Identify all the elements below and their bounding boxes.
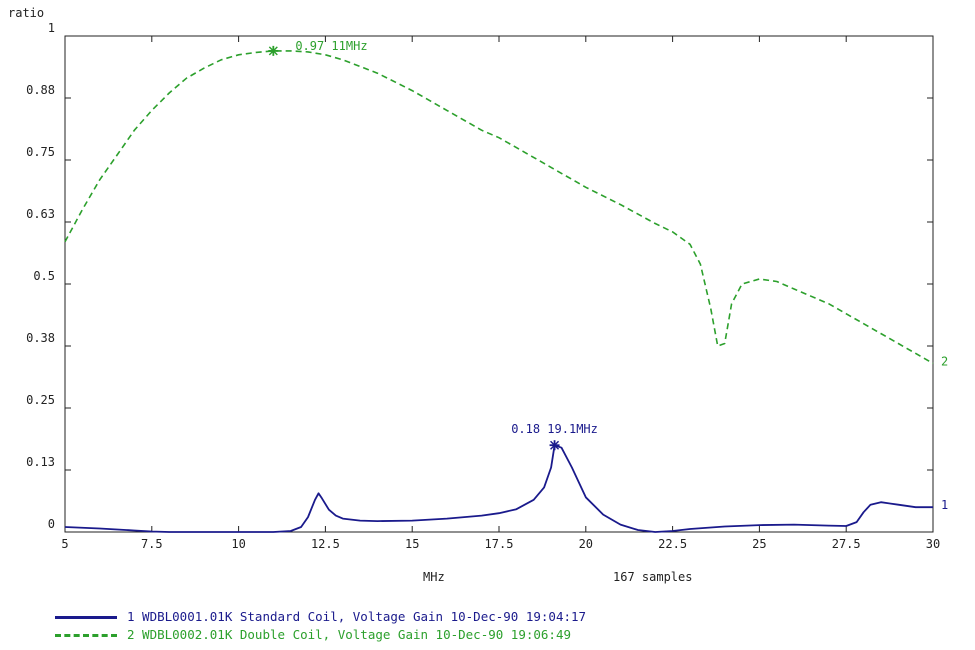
series-layer: 0.18 19.1MHz 1 0.97 11MHz 2	[64, 39, 948, 533]
y-tick-label: 0.63	[26, 207, 55, 221]
sample-count-note: 167 samples	[613, 570, 692, 584]
legend-entry-2: 2 WDBL0002.01K Double Coil, Voltage Gain…	[55, 626, 586, 644]
x-tick-label: 7.5	[141, 537, 163, 551]
y-tick-label: 1	[48, 21, 55, 35]
legend-swatch-1	[55, 615, 117, 619]
x-axis-ticks: 5 7.5 10 12.5 15 17.5 20 22.5 25 27.5 30	[61, 36, 940, 551]
y-axis-ticks: 0 0.13 0.25 0.38 0.5 0.63 0.75 0.88 1	[26, 21, 933, 533]
peak-label-1: 0.18 19.1MHz	[511, 422, 598, 436]
legend: 1 WDBL0001.01K Standard Coil, Voltage Ga…	[55, 608, 586, 644]
y-tick-label: 0	[48, 517, 55, 531]
plot-frame	[64, 35, 934, 533]
x-tick-label: 22.5	[658, 537, 687, 551]
x-tick-label: 25	[752, 537, 766, 551]
y-tick-label: 0.5	[33, 269, 55, 283]
x-tick-label: 12.5	[311, 537, 340, 551]
x-tick-label: 20	[579, 537, 593, 551]
legend-swatch-2	[55, 633, 117, 637]
legend-entry-1: 1 WDBL0001.01K Standard Coil, Voltage Ga…	[55, 608, 586, 626]
x-tick-label: 17.5	[485, 537, 514, 551]
y-axis-label: ratio	[8, 6, 44, 20]
x-tick-label: 5	[61, 537, 68, 551]
x-tick-label: 10	[231, 537, 245, 551]
x-tick-label: 27.5	[832, 537, 861, 551]
peak-marker-d2	[268, 46, 278, 56]
peak-marker-2	[268, 45, 279, 56]
y-tick-label: 0.88	[26, 83, 55, 97]
peak-label-2: 0.97 11MHz	[295, 39, 367, 53]
series-line-2	[64, 50, 934, 365]
y-tick-label: 0.13	[26, 455, 55, 469]
peak-marker-d2	[550, 440, 560, 450]
peak-marker-1	[549, 440, 560, 451]
y-tick-label: 0.38	[26, 331, 55, 345]
x-tick-label: 30	[926, 537, 940, 551]
x-tick-label: 15	[405, 537, 419, 551]
y-tick-label: 0.75	[26, 145, 55, 159]
y-tick-label: 0.25	[26, 393, 55, 407]
x-axis-label: MHz	[423, 570, 445, 584]
line-chart: ratio 5 7.5 10 12.5 15 17.5 20 22.5 25 27.5 30 0 0.…	[8, 6, 948, 584]
legend-label-1: 1 WDBL0001.01K Standard Coil, Voltage Ga…	[127, 609, 587, 624]
series-end-label-1: 1	[941, 498, 948, 512]
series-end-label-2: 2	[941, 354, 948, 368]
series-line-1	[64, 444, 933, 533]
legend-label-2: 2 WDBL0002.01K Double Coil, Voltage Gain…	[127, 627, 572, 642]
